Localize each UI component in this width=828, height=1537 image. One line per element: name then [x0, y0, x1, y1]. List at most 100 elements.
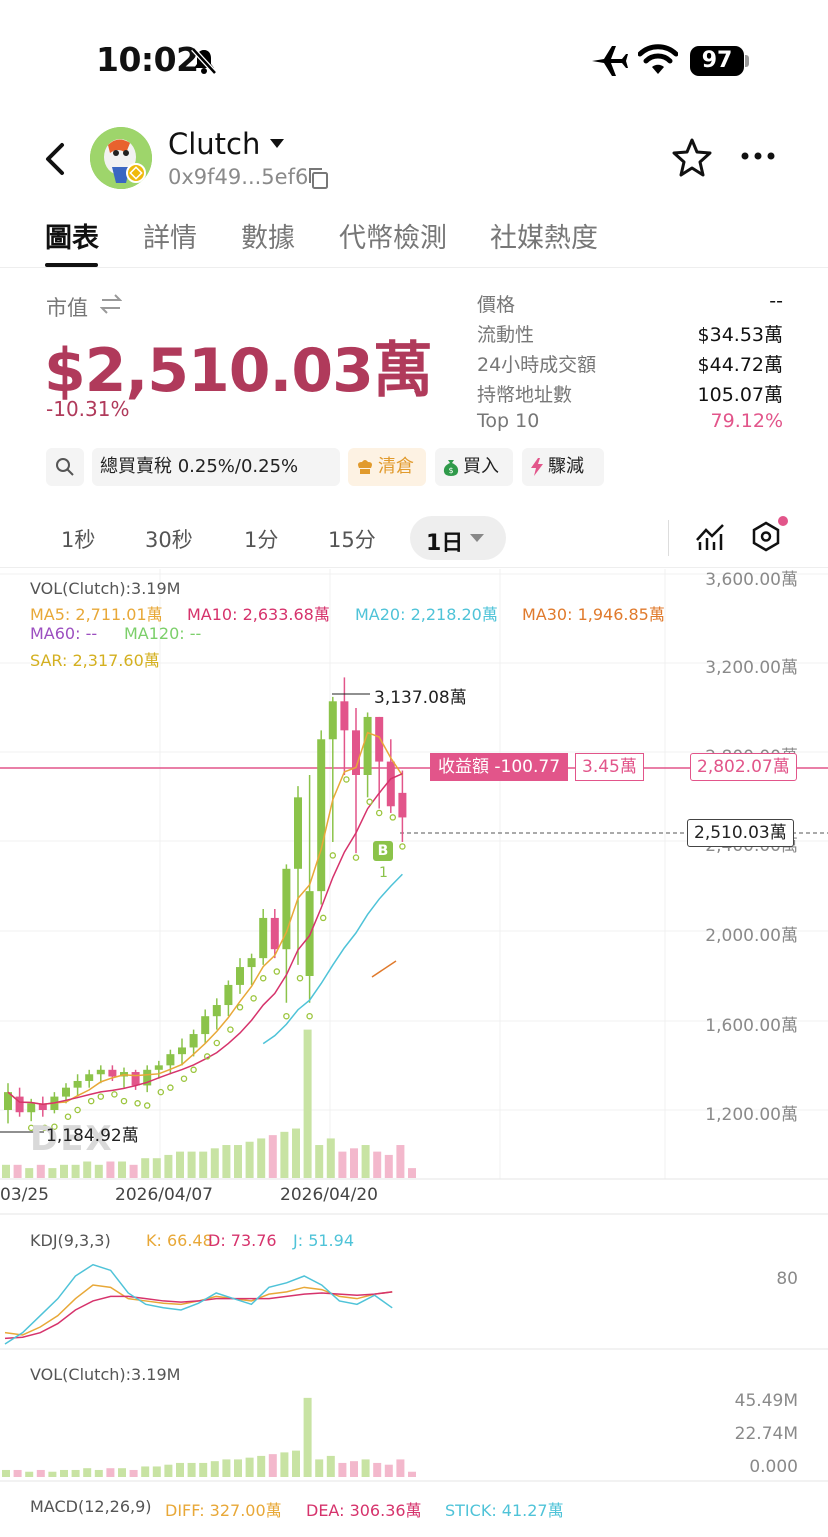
volume-bar: [141, 1158, 150, 1178]
tf-15m[interactable]: 15分: [328, 528, 376, 552]
chart-area[interactable]: VOL(Clutch):3.19M MA5: 2,711.01萬 MA10: 2…: [0, 569, 828, 1537]
ma20-line: [262, 873, 403, 1045]
ma10-line: [7, 772, 403, 1106]
tab-details[interactable]: 詳情: [143, 223, 197, 254]
buy-chip[interactable]: $ 買入: [435, 448, 513, 486]
indicator-chart-icon[interactable]: [694, 520, 726, 552]
candle-body: [317, 739, 326, 892]
date-label: 2026/04/20: [280, 1185, 378, 1205]
stat-value: $34.53萬: [697, 324, 783, 346]
vol-axis-label: 45.49M: [734, 1391, 798, 1411]
more-options-icon[interactable]: [740, 151, 776, 161]
volume-bar: [25, 1168, 34, 1178]
kdj-j-line: [4, 1263, 393, 1345]
tab-chart[interactable]: 圖表: [45, 223, 99, 254]
legend-ma120: MA120: --: [124, 624, 202, 643]
volume-panel-bar: [268, 1454, 277, 1477]
sar-dot: [319, 914, 327, 922]
volume-panel-bar: [303, 1397, 312, 1477]
volume-bar: [187, 1151, 196, 1178]
stat-top10: Top 10 79.12%: [477, 410, 783, 440]
sar-dot: [283, 1012, 290, 1020]
market-cap-change: -10.31%: [46, 397, 130, 421]
macd-stick: STICK: 41.27萬: [445, 1501, 564, 1520]
tf-1s[interactable]: 1秒: [61, 528, 96, 552]
market-cap-value: $2,510.03萬: [44, 336, 433, 406]
candlestick-chart[interactable]: [0, 569, 828, 1537]
volume-bar: [210, 1148, 219, 1178]
tab-social[interactable]: 社媒熱度: [490, 223, 598, 254]
kdj-d: D: 73.76: [208, 1231, 277, 1250]
sar-dot: [134, 1100, 141, 1107]
sar-dot: [64, 1113, 72, 1120]
buy-count: 1: [379, 865, 388, 881]
volume-panel-bar: [245, 1457, 254, 1477]
candle-body: [247, 958, 256, 968]
volume-panel-bar: [48, 1471, 57, 1477]
candle-body: [96, 1069, 105, 1075]
volume-panel-bar: [361, 1459, 370, 1477]
main-tabs: 圖表 詳情 數據 代幣檢測 社媒熱度: [0, 210, 828, 268]
sar-dot: [389, 814, 397, 821]
timeframe-bar: 1秒 30秒 1分 15分 1日: [0, 512, 828, 568]
tab-token-check[interactable]: 代幣檢測: [339, 223, 447, 254]
legend-ma20: MA20: 2,218.20萬: [355, 605, 498, 624]
sar-dot: [343, 776, 350, 783]
ma30-line: [371, 960, 397, 978]
low-price-marker: 1,184.92萬: [46, 1126, 139, 1146]
candle-body: [131, 1072, 140, 1086]
battery-indicator: 97: [690, 46, 744, 76]
candle-body: [38, 1103, 47, 1110]
status-bar: 10:02 97: [0, 0, 828, 110]
token-dropdown-caret[interactable]: [270, 139, 284, 148]
sar-dot: [273, 968, 281, 975]
chart-settings-icon[interactable]: [750, 520, 782, 552]
sar-dot: [375, 809, 383, 817]
volume-bar: [396, 1145, 405, 1178]
copy-icon[interactable]: [306, 166, 330, 190]
profit-label: 收益額 -100.77: [430, 753, 569, 781]
tab-data[interactable]: 數據: [241, 223, 295, 254]
volume-bar: [384, 1154, 393, 1178]
stat-label: Top 10: [477, 410, 540, 432]
macd-dea: DEA: 306.36萬: [306, 1501, 422, 1520]
volume-panel-bar: [280, 1452, 289, 1477]
dump-chip[interactable]: 驟減: [522, 448, 604, 486]
candle-body: [85, 1074, 94, 1081]
volume-panel-bar: [396, 1459, 405, 1477]
back-arrow-icon[interactable]: [38, 139, 72, 179]
volume-bar: [2, 1164, 10, 1178]
favorite-star-icon[interactable]: [672, 137, 712, 177]
tf-30s[interactable]: 30秒: [145, 528, 193, 552]
buy-marker[interactable]: B: [373, 841, 393, 861]
volume-panel-bar: [152, 1466, 161, 1477]
volume-bar: [373, 1151, 382, 1178]
search-chip[interactable]: [46, 448, 84, 486]
candle-body: [340, 701, 349, 731]
token-name[interactable]: Clutch: [168, 127, 261, 161]
legend-sar: SAR: 2,317.60萬: [30, 651, 160, 670]
volume-panel-bar: [60, 1469, 68, 1477]
notification-dot: [778, 516, 788, 526]
tax-chip[interactable]: 總買賣稅 0.25%/0.25%: [92, 448, 340, 486]
stat-label: 持幣地址數: [477, 384, 573, 406]
sar-dot: [27, 1124, 35, 1132]
volume-bar: [315, 1145, 324, 1178]
sar-dot: [329, 852, 337, 859]
stat-holders: 持幣地址數 105.07萬: [477, 380, 783, 410]
clean-chip[interactable]: 清倉: [348, 448, 426, 486]
volume-panel-bar: [408, 1471, 416, 1477]
candle-body: [62, 1087, 70, 1097]
volume-panel-bar: [338, 1462, 347, 1477]
tf-1d-button[interactable]: [410, 516, 506, 560]
price-axis-label: 1,600.00萬: [705, 1016, 798, 1036]
stat-label: 24小時成交額: [477, 354, 597, 376]
tf-1m[interactable]: 1分: [244, 528, 279, 552]
token-avatar[interactable]: [90, 127, 152, 189]
candle-body: [305, 891, 314, 976]
ma5-line: [7, 731, 404, 1106]
date-label: 03/25: [0, 1185, 49, 1205]
volume-bar: [245, 1141, 254, 1178]
swap-icon[interactable]: [100, 294, 122, 314]
volume-panel-bar: [164, 1464, 173, 1477]
